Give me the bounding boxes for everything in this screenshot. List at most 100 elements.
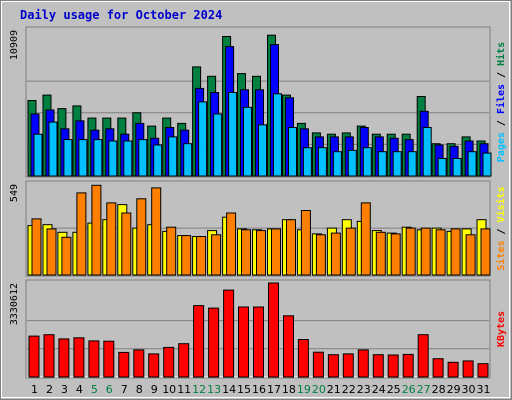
day-label-1: 1	[31, 383, 38, 396]
day-label-20: 20	[312, 383, 326, 396]
bar-kbytes-day-8	[133, 349, 145, 378]
max-label-traffic: 10909	[9, 30, 20, 60]
panel-traffic: 10909 Pages / Files / Hits	[9, 26, 507, 178]
bar-kbytes-day-31	[477, 363, 489, 378]
bar-sites-day-14	[226, 212, 237, 276]
axis-label-visitors: Sites / Visits	[495, 186, 507, 270]
axis-label-part-visitors-2: Visits	[495, 186, 507, 222]
bar-sites-day-23	[360, 202, 371, 276]
bar-sites-day-22	[345, 227, 356, 276]
bar-kbytes-day-29	[447, 361, 459, 378]
bar-pages-day-5	[93, 139, 103, 177]
axis-label-part-kbytes-0: KBytes	[496, 311, 507, 347]
bar-kbytes-day-19	[297, 339, 309, 378]
bar-kbytes-day-28	[432, 358, 444, 378]
bar-pages-day-9	[153, 144, 163, 177]
panels: 10909 Pages / Files / Hits 549 Sites / Visi…	[9, 26, 507, 379]
day-label-8: 8	[136, 383, 143, 396]
bar-pages-day-7	[123, 140, 133, 177]
bar-kbytes-day-3	[58, 338, 70, 378]
bar-sites-day-20	[315, 234, 326, 276]
bar-kbytes-day-18	[283, 315, 294, 378]
day-label-3: 3	[61, 383, 68, 396]
bar-pages-day-25	[392, 151, 402, 177]
day-label-19: 19	[297, 383, 311, 396]
bar-pages-day-4	[78, 139, 88, 177]
axis-label-part-visitors-0: Sites	[495, 241, 507, 271]
day-label-10: 10	[162, 383, 176, 396]
bar-sites-day-15	[241, 229, 251, 276]
bar-pages-day-22	[347, 149, 357, 177]
day-label-23: 23	[357, 383, 371, 396]
max-label-kbytes: 3330612	[9, 283, 20, 325]
day-label-13: 13	[207, 383, 221, 396]
bar-kbytes-day-5	[88, 340, 100, 378]
day-label-7: 7	[121, 383, 128, 396]
day-label-16: 16	[252, 383, 266, 396]
bar-pages-day-23	[362, 147, 372, 177]
bar-pages-day-14	[228, 92, 238, 177]
axis-label-traffic: Pages / Files / Hits	[495, 42, 507, 162]
bar-kbytes-day-12	[193, 305, 205, 378]
bar-sites-day-8	[136, 198, 147, 276]
bar-sites-day-13	[211, 234, 222, 276]
bar-sites-day-2	[46, 228, 57, 276]
day-label-6: 6	[106, 383, 113, 396]
bar-kbytes-day-24	[372, 354, 384, 378]
x-axis-labels: 1 2 3 4 5 6 7 8 9 10 11 12 13 14 15 16 17 18 19 20 21 22 23 24 2…	[31, 383, 491, 396]
bar-kbytes-day-20	[312, 351, 324, 378]
bar-pages-day-18	[288, 127, 297, 177]
bar-pages-day-28	[437, 158, 447, 177]
day-label-15: 15	[237, 383, 251, 396]
bar-sites-day-17	[271, 228, 281, 276]
day-label-14: 14	[222, 383, 236, 396]
bar-kbytes-day-30	[462, 360, 474, 378]
series-kbytes	[28, 282, 489, 378]
bar-sites-day-27	[420, 227, 431, 276]
bar-pages-day-19	[302, 147, 312, 177]
bar-sites-day-29	[450, 228, 461, 276]
day-label-5: 5	[91, 383, 98, 396]
bar-kbytes-day-9	[148, 353, 160, 378]
bar-kbytes-day-22	[342, 353, 354, 378]
bar-sites-day-30	[465, 234, 476, 276]
bar-kbytes-day-25	[387, 354, 399, 378]
bar-pages-day-30	[467, 151, 477, 177]
bar-pages-day-13	[213, 113, 223, 177]
day-label-26: 26	[402, 383, 416, 396]
bar-sites-day-3	[61, 236, 72, 276]
bar-pages-day-21	[332, 151, 342, 177]
bar-sites-day-28	[435, 229, 446, 276]
bar-sites-day-11	[181, 235, 192, 276]
bar-kbytes-day-11	[178, 343, 190, 378]
max-label-visitors: 549	[9, 184, 20, 202]
bar-kbytes-day-10	[163, 346, 175, 378]
bar-kbytes-day-6	[103, 340, 115, 378]
bar-pages-day-20	[317, 147, 327, 177]
bar-sites-day-19	[300, 210, 311, 276]
bar-kbytes-day-16	[253, 306, 264, 378]
bar-pages-day-12	[198, 101, 208, 177]
bar-kbytes-day-2	[43, 334, 55, 378]
bar-sites-day-21	[330, 232, 341, 276]
bar-pages-day-6	[108, 140, 118, 177]
bar-sites-day-25	[390, 233, 401, 276]
bar-sites-day-10	[166, 226, 177, 276]
day-label-17: 17	[267, 383, 281, 396]
bar-kbytes-day-17	[268, 282, 279, 378]
bar-kbytes-day-21	[327, 354, 339, 378]
day-label-22: 22	[342, 383, 356, 396]
bar-kbytes-day-27	[417, 334, 429, 378]
day-label-29: 29	[447, 383, 461, 396]
day-label-18: 18	[282, 383, 296, 396]
bar-pages-day-31	[482, 152, 492, 177]
day-label-25: 25	[387, 383, 401, 396]
day-label-30: 30	[462, 383, 476, 396]
bar-kbytes-day-23	[357, 349, 369, 378]
day-label-28: 28	[432, 383, 446, 396]
day-label-11: 11	[177, 383, 191, 396]
bar-pages-day-3	[63, 139, 73, 177]
bar-kbytes-day-14	[223, 289, 235, 378]
